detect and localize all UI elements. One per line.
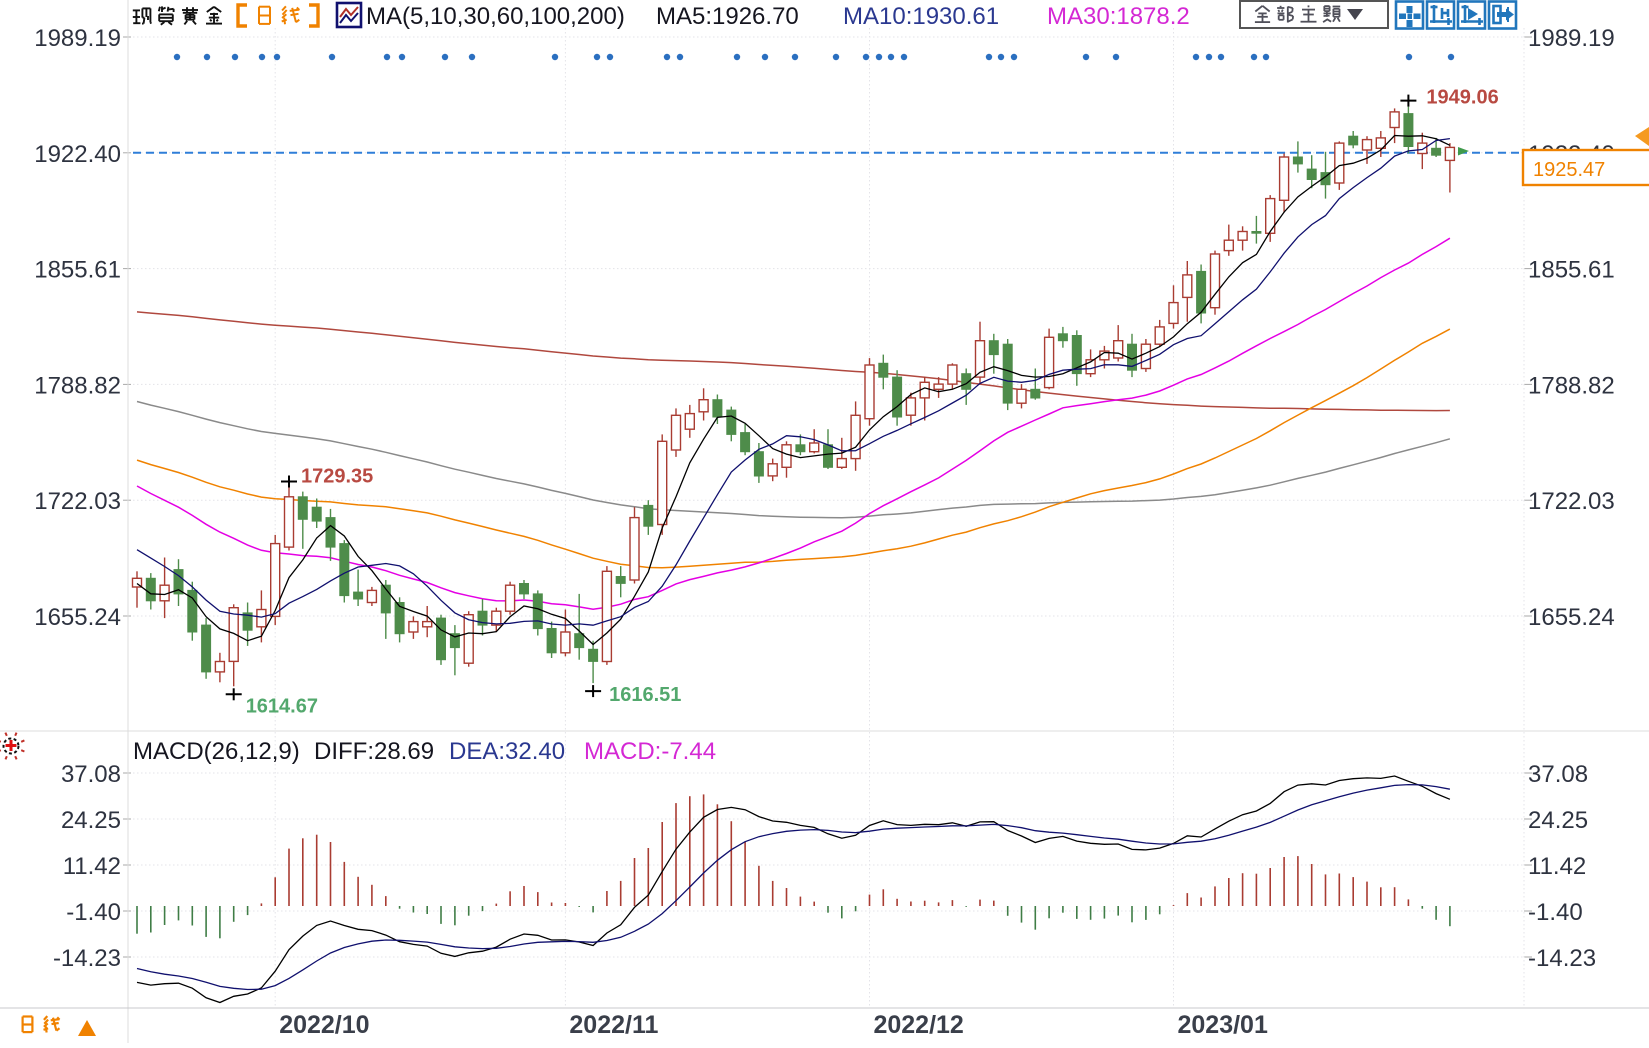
svg-text:1655.24: 1655.24 — [34, 604, 121, 631]
svg-text:MACD:-7.44: MACD:-7.44 — [584, 738, 716, 765]
svg-text:MA10:1930.61: MA10:1930.61 — [843, 3, 999, 30]
svg-text:1729.35: 1729.35 — [301, 466, 373, 488]
svg-text:1788.82: 1788.82 — [34, 372, 121, 399]
svg-text:1722.03: 1722.03 — [34, 488, 121, 515]
svg-text:2022/12: 2022/12 — [873, 1011, 963, 1039]
svg-text:37.08: 37.08 — [1528, 761, 1588, 788]
svg-text:2022/11: 2022/11 — [569, 1011, 658, 1039]
svg-text:-14.23: -14.23 — [53, 945, 121, 972]
svg-text:1989.19: 1989.19 — [1528, 25, 1615, 52]
svg-text:MACD(26,12,9): MACD(26,12,9) — [133, 738, 300, 765]
svg-text:MA(5,10,30,60,100,200): MA(5,10,30,60,100,200) — [366, 3, 625, 30]
svg-text:1655.24: 1655.24 — [1528, 604, 1615, 631]
svg-text:-1.40: -1.40 — [1528, 899, 1583, 926]
svg-text:1722.03: 1722.03 — [1528, 488, 1615, 515]
svg-text:2023/01: 2023/01 — [1178, 1011, 1268, 1039]
svg-text:DEA:32.40: DEA:32.40 — [449, 738, 565, 765]
svg-text:1855.61: 1855.61 — [34, 257, 121, 284]
svg-text:1925.47: 1925.47 — [1533, 159, 1605, 181]
svg-text:2022/10: 2022/10 — [279, 1011, 369, 1039]
svg-text:11.42: 11.42 — [1528, 853, 1586, 880]
svg-text:1949.06: 1949.06 — [1426, 87, 1498, 109]
svg-text:24.25: 24.25 — [1528, 807, 1588, 834]
svg-text:-1.40: -1.40 — [66, 899, 121, 926]
svg-text:1616.51: 1616.51 — [609, 684, 681, 706]
svg-text:1989.19: 1989.19 — [34, 25, 121, 52]
svg-text:MA30:1878.2: MA30:1878.2 — [1047, 3, 1190, 30]
svg-text:11.42: 11.42 — [63, 853, 121, 880]
svg-text:-14.23: -14.23 — [1528, 945, 1596, 972]
svg-text:MA5:1926.70: MA5:1926.70 — [656, 3, 799, 30]
svg-text:1614.67: 1614.67 — [246, 695, 318, 717]
svg-text:24.25: 24.25 — [61, 807, 121, 834]
svg-text:1788.82: 1788.82 — [1528, 372, 1615, 399]
svg-text:DIFF:28.69: DIFF:28.69 — [314, 738, 434, 765]
svg-text:1855.61: 1855.61 — [1528, 257, 1615, 284]
svg-text:37.08: 37.08 — [61, 761, 121, 788]
svg-text:1922.40: 1922.40 — [34, 141, 121, 168]
